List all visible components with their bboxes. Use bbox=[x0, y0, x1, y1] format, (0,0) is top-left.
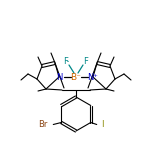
Text: F: F bbox=[84, 57, 88, 67]
Text: .: . bbox=[66, 52, 70, 66]
Text: B⁻: B⁻ bbox=[71, 73, 81, 81]
Text: N⁺: N⁺ bbox=[88, 73, 98, 81]
Text: F: F bbox=[64, 57, 68, 67]
Text: Br: Br bbox=[39, 120, 48, 129]
Text: N: N bbox=[56, 73, 62, 81]
Text: I: I bbox=[102, 120, 104, 129]
